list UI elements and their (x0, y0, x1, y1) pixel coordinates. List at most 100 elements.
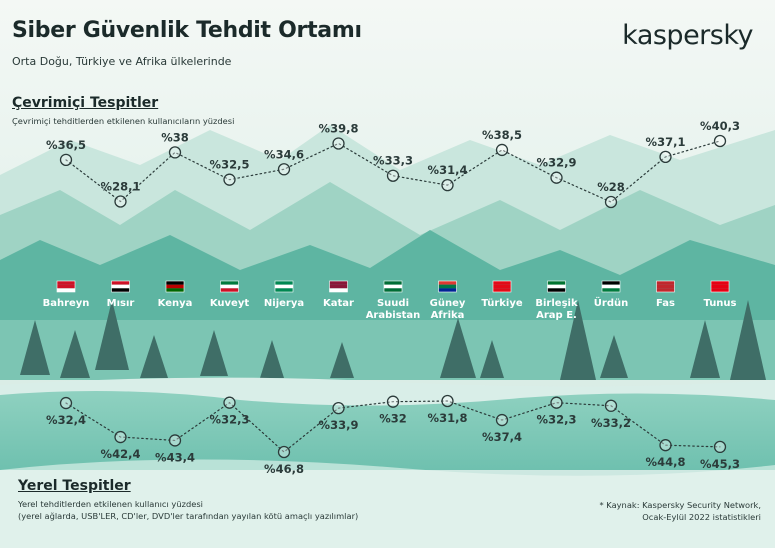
page-subtitle: Orta Doğu, Türkiye ve Afrika ülkelerinde (12, 55, 232, 68)
data-point (168, 434, 182, 447)
online-section-description: Çevrimiçi tehditlerden etkilenen kullanı… (12, 116, 235, 126)
data-point (332, 137, 345, 150)
flag-stripe (111, 288, 130, 292)
flag-stripe (329, 281, 348, 285)
country-label: Mısır (107, 298, 135, 309)
data-point (713, 134, 727, 148)
chart-layer: %36,5 %28,1 %38 %32,5 %34,6 %39,8 %33,3 %31,4 %3… (43, 119, 740, 476)
flag-icon (329, 280, 348, 293)
data-point (659, 150, 672, 164)
data-label: %33,2 (591, 416, 631, 430)
flag-stripe (547, 284, 566, 289)
flag-stripe (275, 281, 293, 285)
flag-stripe (111, 284, 130, 289)
data-point (713, 440, 727, 454)
flag-stripe (656, 288, 675, 292)
country-label: Afrika (431, 310, 465, 321)
page-title: Siber Güvenlik Tehdit Ortamı (12, 18, 362, 43)
flag-stripe (329, 288, 348, 292)
flag-stripe (111, 281, 130, 285)
data-label: %32 (379, 412, 407, 426)
data-point (277, 163, 291, 176)
data-label: %32,4 (46, 413, 86, 427)
data-point (386, 169, 400, 182)
mountain-near (0, 230, 775, 330)
flag-stripe (220, 288, 239, 292)
data-label: %32,3 (210, 413, 250, 427)
flag-stripe (602, 288, 620, 292)
flag-stripe (438, 288, 457, 292)
country-label: Güney (430, 298, 466, 309)
series-line (65, 140, 721, 203)
flag-stripe (711, 284, 729, 289)
trees (20, 300, 766, 380)
data-label: %38,5 (482, 128, 522, 142)
flag-icon (220, 280, 239, 293)
flag-stripe (602, 281, 620, 285)
flag-stripe (602, 284, 620, 289)
flag-icon (710, 280, 730, 293)
local-section-description: Yerel tehditlerden etkilenen kullanıcı y… (18, 498, 438, 522)
data-point (441, 178, 454, 192)
local-description-line2: (yerel ağlarda, USB'LER, CD'ler, DVD'ler… (18, 511, 359, 521)
flag-stripe (711, 281, 729, 285)
country-label: Arabistan (366, 310, 421, 321)
data-label: %37,4 (482, 430, 522, 444)
country-label: Fas (656, 298, 675, 309)
data-label: %32,9 (537, 156, 577, 170)
flag-icon (547, 280, 566, 293)
data-label: %33,9 (319, 418, 359, 432)
data-point (441, 394, 454, 408)
data-label: %40,3 (700, 119, 740, 133)
data-label: %32,5 (210, 158, 250, 172)
flag-stripe (656, 281, 675, 285)
data-label: %31,4 (428, 163, 468, 177)
flag-stripe (547, 281, 566, 285)
flag-stripe (275, 288, 293, 292)
data-label: %39,8 (319, 121, 359, 135)
data-point (495, 143, 509, 157)
country-label: Ürdün (594, 295, 628, 309)
flag-stripe (438, 281, 457, 285)
flag-stripe (547, 288, 566, 292)
data-label: %44,8 (646, 455, 686, 469)
data-point (59, 396, 73, 410)
flag-icon (438, 280, 457, 293)
country-label: Türkiye (481, 298, 523, 309)
brand-logo: kaspersky (622, 20, 753, 51)
tree-band (0, 320, 775, 380)
data-label: %45,3 (700, 457, 740, 471)
data-label: %42,4 (101, 447, 141, 461)
data-label: %34,6 (264, 147, 304, 161)
flag-stripe (711, 288, 729, 292)
flag-icon (165, 280, 185, 293)
source-line1: * Kaynak: Kaspersky Security Network, (599, 500, 761, 510)
country-label: Katar (323, 298, 354, 309)
flag-stripe (438, 284, 457, 289)
flag-stripe (220, 281, 239, 285)
country-label: Kuveyt (210, 298, 250, 309)
flag-stripe (220, 284, 239, 289)
country-label: Nijerya (264, 298, 304, 309)
data-point (550, 171, 563, 184)
data-label: %43,4 (155, 450, 195, 464)
flag-stripe (493, 284, 511, 289)
data-point (168, 146, 182, 159)
online-section-title: Çevrimiçi Tespitler (12, 95, 159, 111)
series-line (65, 400, 721, 453)
data-point (550, 396, 563, 409)
flag-stripe (166, 284, 184, 289)
data-point (495, 413, 509, 427)
flag-icon (274, 280, 294, 293)
data-point (277, 445, 291, 459)
data-label: %31,8 (428, 411, 468, 425)
flag-stripe (384, 288, 402, 292)
flag-stripe (656, 284, 675, 289)
flag-stripe (57, 288, 75, 292)
flag-icon (601, 280, 621, 293)
flag-stripe (57, 284, 75, 289)
flag-stripe (166, 281, 184, 285)
data-point (59, 153, 73, 166)
data-label: %33,3 (373, 154, 413, 168)
